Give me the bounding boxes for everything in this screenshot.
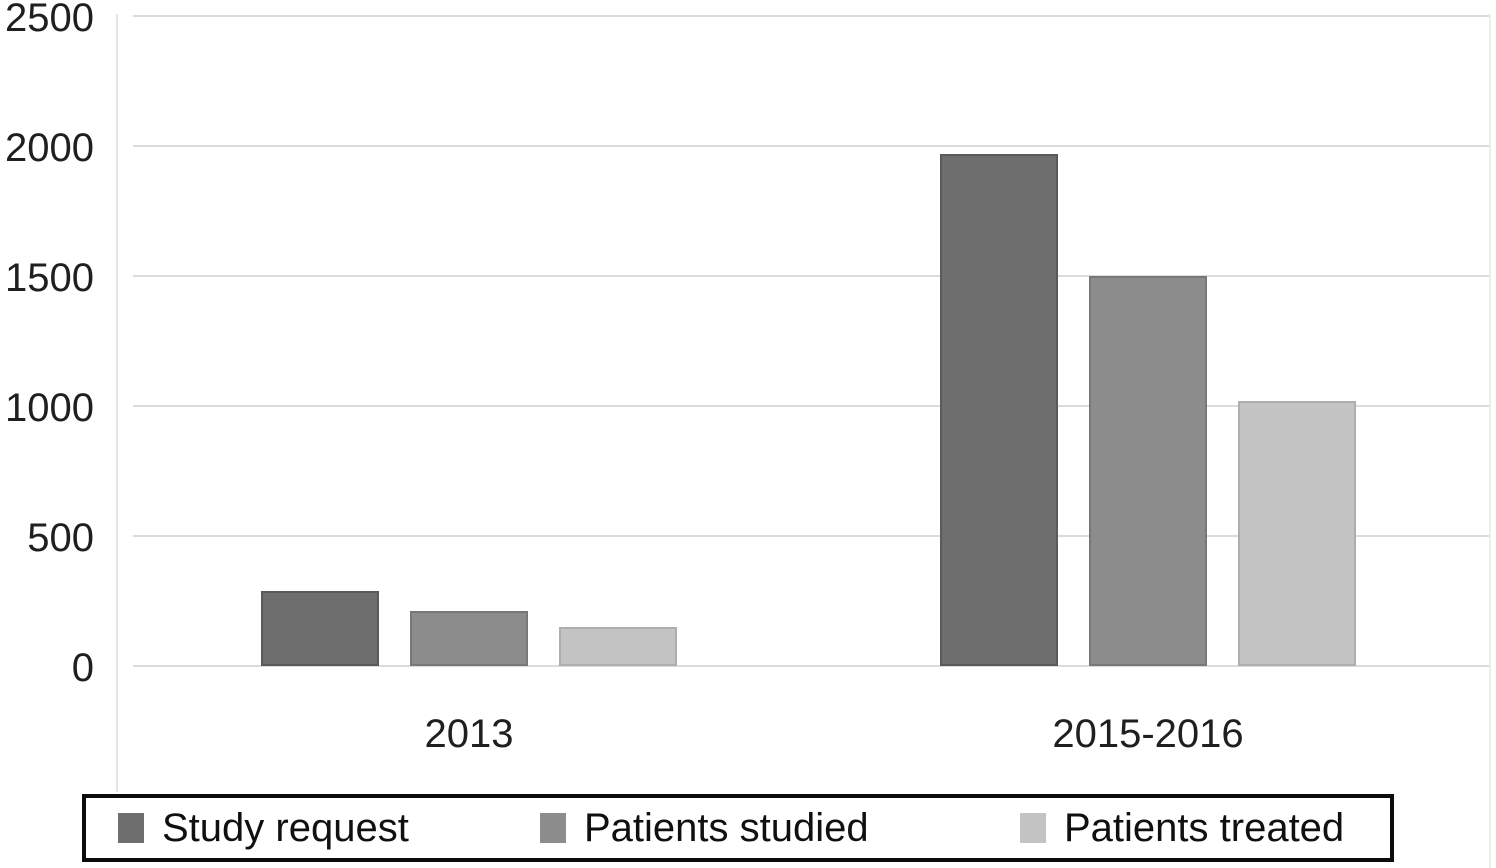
bar-2013-patients-studied [410,611,528,666]
legend-swatch-icon [118,813,144,843]
gridline-1500 [133,275,1490,277]
y-tick-label-1000: 1000 [5,386,94,430]
legend-label: Patients treated [1064,806,1345,850]
gridline-500 [133,535,1490,537]
bar-2013-study-request [261,590,379,666]
y-tick-label-1500: 1500 [5,256,94,300]
y-tick-label-500: 500 [27,516,94,560]
y-tick-label-2500: 2500 [5,0,94,40]
plot-right-border-line [1489,14,1491,868]
legend-swatch-icon [540,813,566,843]
bar-2013-patients-treated [559,627,677,666]
bar-2015-2016-study-request [940,153,1058,666]
legend-label: Study request [162,806,409,850]
bar-2015-2016-patients-treated [1238,400,1356,666]
legend-item-patients-studied: Patients studied [540,798,869,858]
gridline-2000 [133,145,1490,147]
gridline-2500 [133,15,1490,17]
y-tick-label-0: 0 [71,646,94,690]
y-axis-line [116,14,118,792]
legend-item-study-request: Study request [118,798,409,858]
y-tick-label-2000: 2000 [5,126,94,170]
x-axis-label-2015-2016: 2015-2016 [1052,712,1244,756]
legend-swatch-icon [1020,813,1046,843]
legend-item-patients-treated: Patients treated [1020,798,1344,858]
gridline-1000 [133,405,1490,407]
gridline-0 [133,665,1490,667]
x-axis-label-2013: 2013 [424,712,514,756]
bar-2015-2016-patients-studied [1089,276,1207,666]
legend-label: Patients studied [584,806,869,850]
legend: Study request Patients studied Patients tr… [82,794,1394,862]
